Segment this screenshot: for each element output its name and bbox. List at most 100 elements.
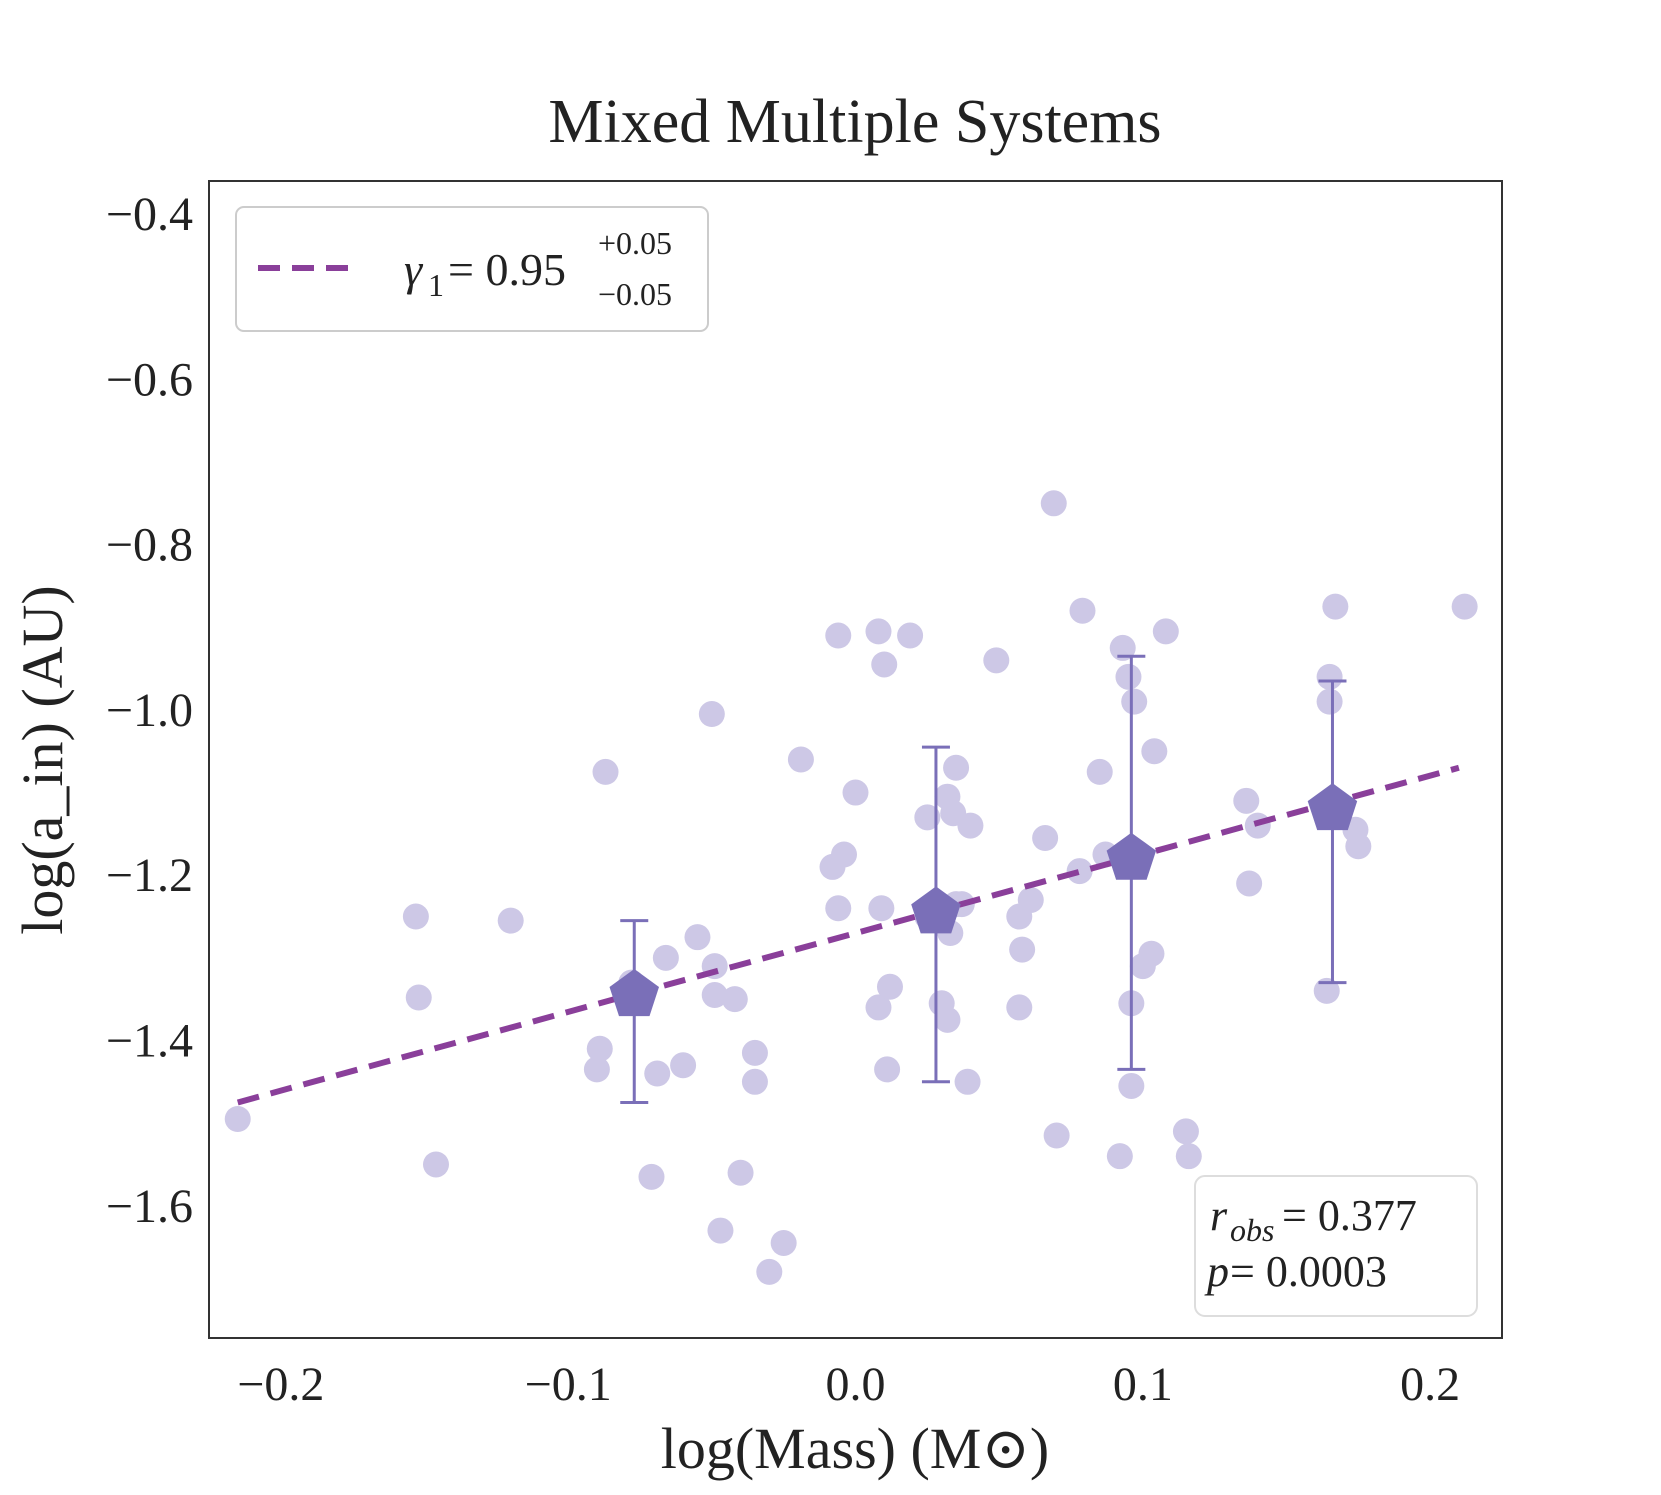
data-point: [825, 895, 852, 922]
legend: γ 1 = 0.95 +0.05 −0.05: [235, 206, 709, 332]
data-point: [670, 1052, 697, 1079]
data-point: [1017, 886, 1044, 913]
legend-gamma-subscript: 1: [428, 267, 444, 303]
binned-point: [609, 919, 659, 1104]
x-tick-label: −0.1: [525, 1358, 612, 1411]
data-point: [1006, 994, 1033, 1021]
data-point: [1233, 787, 1260, 814]
legend-gamma-upper-error: +0.05: [598, 225, 672, 261]
y-tick-label: −1.4: [106, 1014, 193, 1067]
y-axis-label: log(a_in) (AU): [10, 585, 75, 935]
stats-box-frame: [1194, 1175, 1478, 1317]
y-tick-label: −0.8: [106, 519, 193, 572]
data-point: [1313, 977, 1340, 1004]
binned-marker: [1106, 832, 1157, 880]
data-point: [1032, 825, 1059, 852]
legend-gamma-lower-error: −0.05: [598, 276, 672, 312]
data-point: [402, 903, 429, 930]
x-axis-ticks: −0.2 −0.1 0.0 0.1 0.2: [237, 1358, 1460, 1411]
data-point: [1115, 663, 1142, 690]
data-point: [741, 1068, 768, 1095]
data-point: [583, 1056, 610, 1083]
data-point: [1322, 593, 1349, 620]
data-point: [1066, 858, 1093, 885]
data-point: [652, 944, 679, 971]
data-point: [638, 1163, 665, 1190]
data-point: [770, 1229, 797, 1256]
data-point: [1009, 936, 1036, 963]
data-point: [701, 982, 728, 1009]
y-tick-label: −1.0: [106, 684, 193, 737]
y-axis-ticks: −1.6 −1.4 −1.2 −1.0 −0.8 −0.6 −0.4: [106, 188, 193, 1233]
data-point: [874, 1056, 901, 1083]
legend-gamma-value: = 0.95: [448, 244, 566, 295]
legend-box: [235, 206, 709, 332]
y-axis-label-text: log(a_in) (AU): [10, 585, 75, 935]
data-point: [741, 1039, 768, 1066]
data-point: [405, 984, 432, 1011]
data-point: [1236, 870, 1263, 897]
data-point: [1345, 833, 1372, 860]
binned-point: [911, 745, 961, 1084]
data-point: [865, 994, 892, 1021]
data-point: [1109, 634, 1136, 661]
data-point: [865, 618, 892, 645]
stats-r-subscript: obs: [1230, 1212, 1274, 1248]
y-tick-label: −0.4: [106, 188, 193, 241]
data-point: [497, 907, 524, 934]
data-point: [1043, 1122, 1070, 1149]
data-point: [698, 701, 725, 728]
binned-point: [1106, 654, 1157, 1071]
x-axis-label: log(Mass) (M⊙): [661, 1416, 1050, 1481]
data-point: [1316, 663, 1343, 690]
x-tick-label: −0.2: [237, 1358, 324, 1411]
svg-text:log(Mass) (M⊙): log(Mass) (M⊙): [661, 1416, 1050, 1481]
data-point: [422, 1151, 449, 1178]
chart-title: Mixed Multiple Systems: [548, 88, 1161, 156]
legend-gamma-symbol: γ: [404, 244, 424, 295]
binned-marker: [1307, 783, 1358, 831]
data-point: [983, 647, 1010, 674]
data-point: [825, 622, 852, 649]
data-point: [876, 973, 903, 1000]
data-point: [1069, 597, 1096, 624]
binned-point: [1307, 679, 1358, 985]
fit-line: [236, 764, 1460, 1106]
data-point: [1138, 940, 1165, 967]
data-point: [934, 1006, 961, 1033]
data-point: [842, 779, 869, 806]
stats-box: r obs = 0.377 p = 0.0003: [1194, 1175, 1478, 1317]
x-tick-label: 0.2: [1400, 1358, 1460, 1411]
data-point: [871, 651, 898, 678]
stats-p-symbol: p: [1204, 1247, 1229, 1296]
data-point: [954, 1068, 981, 1095]
data-point: [592, 758, 619, 785]
y-tick-label: −0.6: [106, 353, 193, 406]
data-point: [707, 1217, 734, 1244]
data-point: [787, 746, 814, 773]
binned-marker: [911, 886, 961, 934]
y-tick-label: −1.6: [106, 1180, 193, 1233]
data-point: [727, 1159, 754, 1186]
data-points-layer: [224, 490, 1478, 1285]
x-tick-label: 0.0: [826, 1358, 886, 1411]
plot-frame: [208, 180, 1503, 1339]
data-point: [644, 1060, 671, 1087]
data-point: [897, 622, 924, 649]
data-point: [1152, 618, 1179, 645]
data-point: [1451, 593, 1478, 620]
data-point: [943, 754, 970, 781]
binned-marker: [609, 969, 659, 1017]
stats-r-symbol: r: [1210, 1191, 1228, 1240]
data-point: [1040, 490, 1067, 517]
data-point: [831, 841, 858, 868]
data-point: [756, 1258, 783, 1285]
data-point: [721, 986, 748, 1013]
data-point: [914, 804, 941, 831]
x-axis-label-text: log(Mass) (M⊙): [661, 1416, 1050, 1481]
data-point: [586, 1035, 613, 1062]
data-point: [1316, 688, 1343, 715]
data-point: [224, 1105, 251, 1132]
data-point: [1172, 1118, 1199, 1145]
